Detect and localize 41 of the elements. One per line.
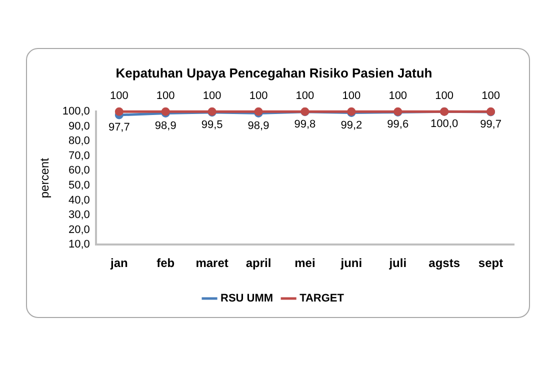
data-label: 99,8 xyxy=(294,118,316,130)
data-label: 100,0 xyxy=(430,118,458,130)
x-tick-label: april xyxy=(246,256,272,270)
data-label: 100 xyxy=(296,90,314,102)
data-label: 98,9 xyxy=(154,120,176,132)
y-tick-label: 40,0 xyxy=(68,194,90,206)
data-label: 100 xyxy=(249,90,268,102)
x-tick-label: agsts xyxy=(428,256,460,270)
y-tick-label: 10,0 xyxy=(68,238,90,251)
y-tick-label: 60,0 xyxy=(68,164,90,177)
y-tick-label: 50,0 xyxy=(68,180,90,192)
x-tick-label: maret xyxy=(196,256,228,270)
y-tick-label: 30,0 xyxy=(68,209,90,222)
x-tick-label: juni xyxy=(340,256,362,270)
data-label: 100 xyxy=(202,90,222,102)
data-label: 98,9 xyxy=(248,120,270,132)
y-axis-title: percent xyxy=(38,157,52,198)
data-label: 100 xyxy=(342,90,361,102)
data-label: 100 xyxy=(482,90,500,102)
y-tick-label: 100,0 xyxy=(62,106,90,118)
data-label: 100 xyxy=(435,90,454,102)
y-tick-label: 70,0 xyxy=(68,150,90,162)
data-label: 99,7 xyxy=(480,118,502,131)
x-tick-label: sept xyxy=(478,256,504,270)
data-label: 99,5 xyxy=(201,118,223,131)
data-label: 99,2 xyxy=(340,119,362,132)
chart-title: Kepatuhan Upaya Pencegahan Risiko Pasien Jatuh xyxy=(116,65,432,80)
x-tick-label: jan xyxy=(109,256,128,270)
data-label: 99,6 xyxy=(387,118,409,131)
y-tick-label: 20,0 xyxy=(68,224,90,236)
legend-label: TARGET xyxy=(300,292,344,305)
x-tick-label: feb xyxy=(156,256,175,270)
x-tick-label: mei xyxy=(294,256,316,270)
data-label: 97,7 xyxy=(108,122,130,134)
legend-label: RSU UMM xyxy=(220,292,274,305)
x-tick-label: juli xyxy=(388,256,407,270)
data-label: 100 xyxy=(110,90,128,102)
y-tick-label: 80,0 xyxy=(68,135,90,148)
data-label: 100 xyxy=(388,90,408,102)
y-tick-label: 90,0 xyxy=(68,120,90,132)
data-label: 100 xyxy=(156,90,175,102)
